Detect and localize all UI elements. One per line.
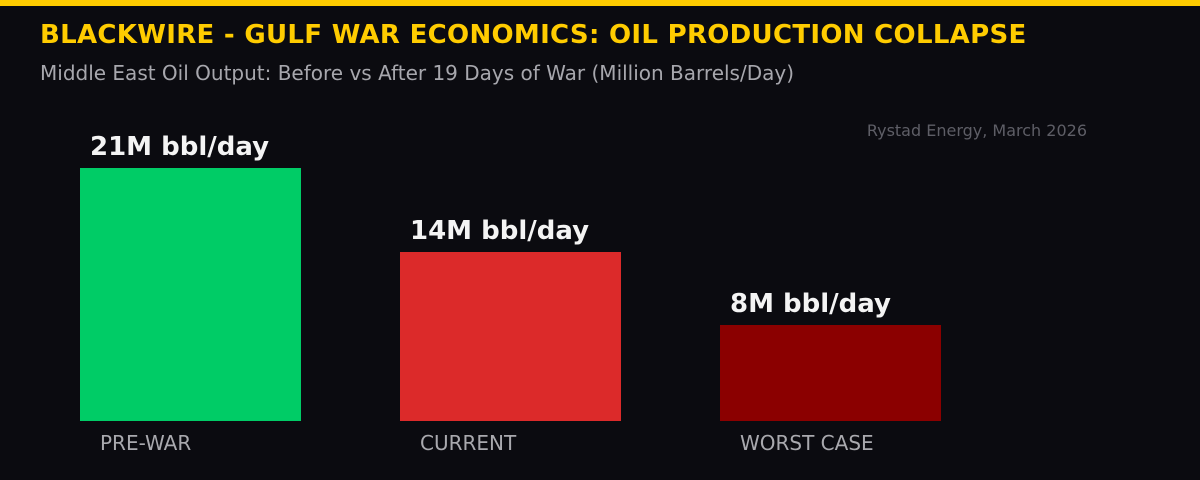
bar-value-label: 8M bbl/day: [730, 289, 891, 319]
accent-top-bar: [0, 0, 1200, 6]
bar-value-label: 14M bbl/day: [410, 216, 590, 246]
category-label: CURRENT: [420, 431, 517, 455]
category-label: PRE-WAR: [100, 431, 192, 455]
bar-pre-war: [80, 168, 301, 421]
bar-current: [400, 252, 621, 421]
category-label: WORST CASE: [740, 431, 874, 455]
bar-value-label: 21M bbl/day: [90, 132, 270, 162]
chart-subtitle: Middle East Oil Output: Before vs After …: [40, 61, 795, 85]
source-annotation: Rystad Energy, March 2026: [866, 121, 1087, 140]
chart-title: BLACKWIRE - GULF WAR ECONOMICS: OIL PROD…: [40, 20, 1027, 50]
bar-worst-case: [720, 325, 941, 421]
